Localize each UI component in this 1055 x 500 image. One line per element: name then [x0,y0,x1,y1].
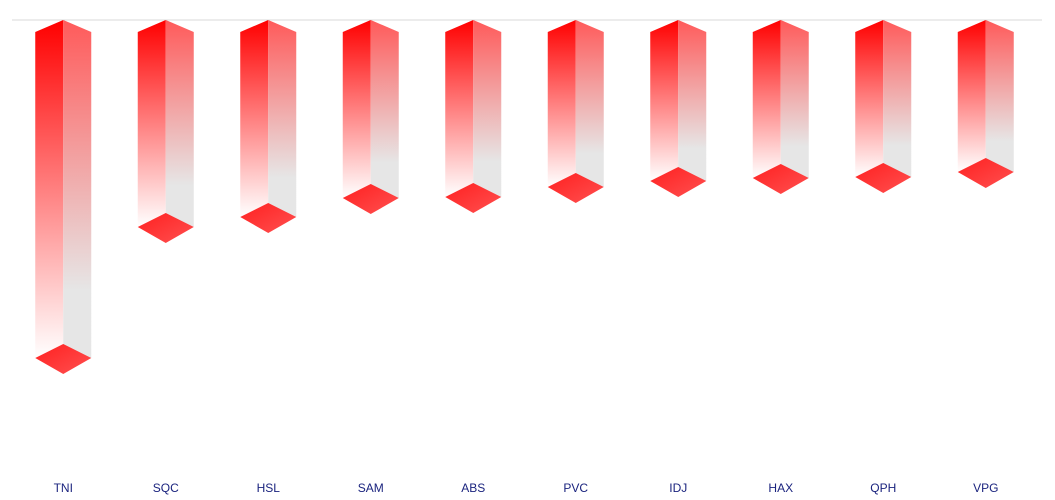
bar-face-front [650,20,679,181]
x-tick-label: PVC [563,481,588,495]
x-tick-label: HAX [768,481,793,495]
bar [752,20,809,194]
bar [342,20,399,214]
bar-bottom [752,164,809,194]
bar-face-front [957,20,986,172]
bar-face-front [752,20,781,178]
bar-face-side [575,20,604,187]
x-tick-label: TNI [54,481,73,495]
x-tick-label: QPH [870,481,896,495]
bar-face-front [445,20,474,197]
bar-bottom [342,184,399,214]
bar [957,20,1014,188]
bar-bottom [855,163,912,193]
bar-bottom [650,167,707,197]
bar-bottom [137,213,194,243]
bar-face-side [268,20,297,217]
bar [650,20,707,197]
bar-bottom [957,158,1014,188]
bar [35,20,92,374]
x-tick-label: SAM [358,481,384,495]
bar-face-front [137,20,166,227]
bar [547,20,604,203]
bar [445,20,502,213]
x-tick-label: VPG [973,481,998,495]
bar-bottom [240,203,297,233]
bar-face-side [473,20,502,197]
bar-bottom [445,183,502,213]
bar [240,20,297,233]
bar [855,20,912,193]
x-tick-label: HSL [257,481,281,495]
bar-bottom [35,344,92,374]
x-tick-label: SQC [153,481,179,495]
bar-face-side [883,20,912,177]
bar-bottom [547,173,604,203]
x-tick-label: IDJ [669,481,687,495]
bar-face-side [678,20,707,181]
bar-face-side [63,20,92,358]
bar-face-side [985,20,1014,172]
bar-face-front [342,20,371,198]
bar-face-front [35,20,64,358]
bar [137,20,194,243]
bar-face-side [370,20,399,198]
bar-face-front [855,20,884,177]
bar-face-side [165,20,194,227]
bar-face-side [780,20,809,178]
bar-face-front [240,20,269,217]
x-tick-label: ABS [461,481,485,495]
bar-face-front [547,20,576,187]
